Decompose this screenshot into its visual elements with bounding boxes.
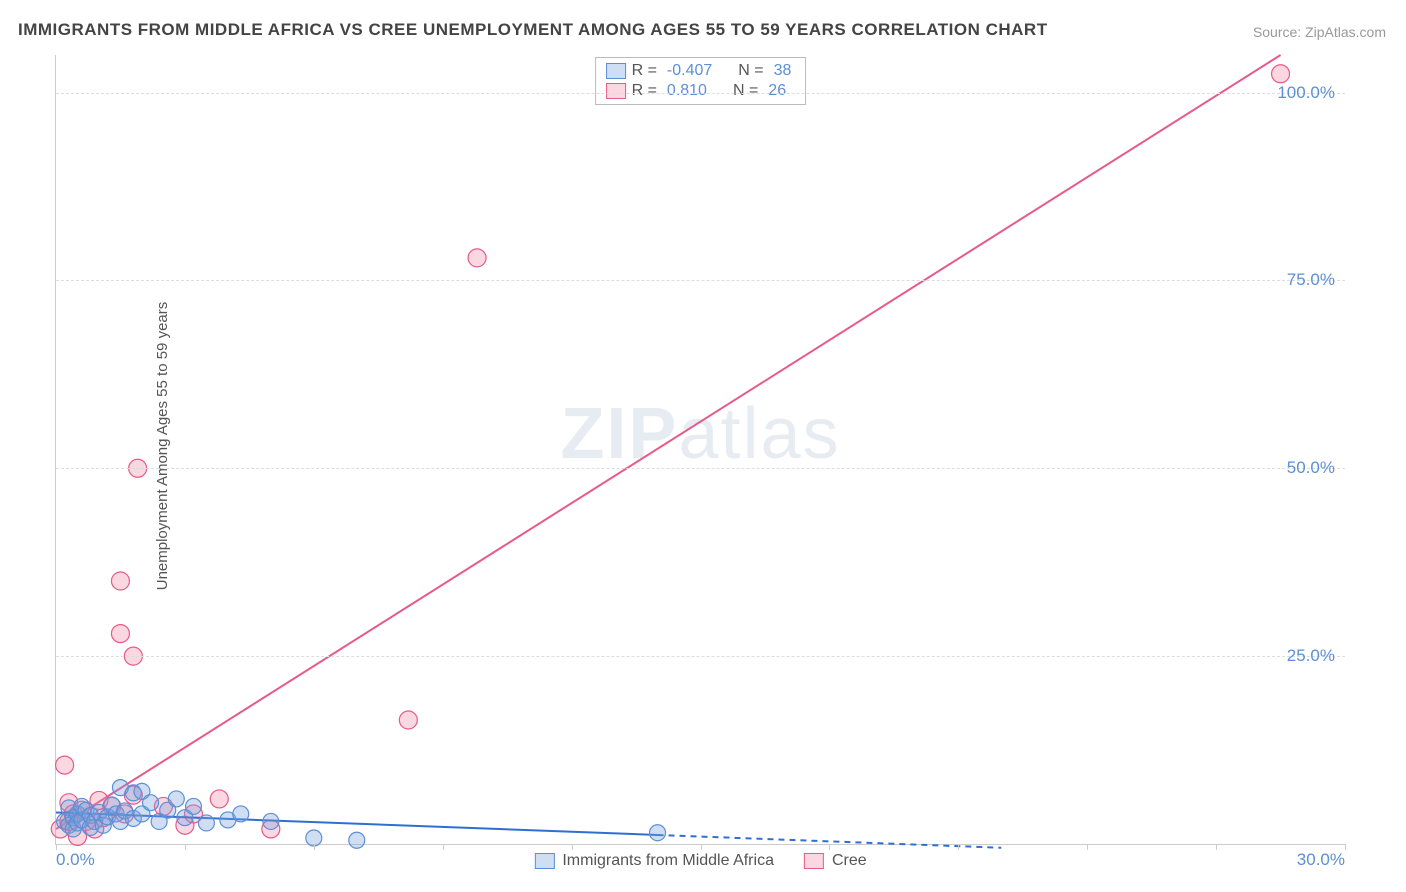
x-tick	[701, 844, 702, 850]
source-attribution: Source: ZipAtlas.com	[1253, 24, 1386, 40]
data-point-cree	[468, 249, 486, 267]
y-tick-label: 75.0%	[1287, 270, 1335, 290]
trend-line-cree	[56, 55, 1281, 829]
data-point-cree	[111, 625, 129, 643]
swatch-series-2	[804, 853, 824, 869]
legend-item-series-2: Cree	[804, 852, 867, 870]
data-point-cree	[399, 711, 417, 729]
plot-area: ZIPatlas R = -0.407 N = 38 R = 0.810 N =…	[55, 55, 1345, 845]
data-point-middle_africa	[233, 806, 249, 822]
data-point-cree	[210, 790, 228, 808]
legend-label: Cree	[832, 852, 867, 870]
data-point-middle_africa	[198, 815, 214, 831]
x-tick	[1216, 844, 1217, 850]
source-name: ZipAtlas.com	[1305, 24, 1386, 40]
gridline	[56, 93, 1345, 94]
data-point-cree	[1272, 65, 1290, 83]
x-tick	[185, 844, 186, 850]
data-point-cree	[111, 572, 129, 590]
swatch-series-1	[534, 853, 554, 869]
x-tick-label: 30.0%	[1297, 850, 1345, 870]
gridline	[56, 656, 1345, 657]
y-tick-label: 100.0%	[1277, 83, 1335, 103]
y-tick-label: 25.0%	[1287, 646, 1335, 666]
y-tick-label: 50.0%	[1287, 458, 1335, 478]
data-point-middle_africa	[185, 798, 201, 814]
gridline	[56, 280, 1345, 281]
x-tick	[829, 844, 830, 850]
data-point-middle_africa	[168, 791, 184, 807]
source-label: Source:	[1253, 24, 1305, 40]
data-point-middle_africa	[263, 813, 279, 829]
x-tick	[1087, 844, 1088, 850]
legend-item-series-1: Immigrants from Middle Africa	[534, 852, 774, 870]
data-point-middle_africa	[143, 795, 159, 811]
x-tick	[572, 844, 573, 850]
x-tick	[443, 844, 444, 850]
data-point-cree	[56, 756, 74, 774]
gridline	[56, 468, 1345, 469]
x-tick	[958, 844, 959, 850]
x-tick	[314, 844, 315, 850]
chart-svg	[56, 55, 1345, 844]
x-tick-label: 0.0%	[56, 850, 95, 870]
legend-label: Immigrants from Middle Africa	[562, 852, 774, 870]
chart-title: IMMIGRANTS FROM MIDDLE AFRICA VS CREE UN…	[18, 20, 1048, 40]
series-legend: Immigrants from Middle Africa Cree	[534, 852, 866, 870]
x-tick	[1345, 844, 1346, 850]
data-point-middle_africa	[349, 832, 365, 848]
data-point-middle_africa	[650, 825, 666, 841]
